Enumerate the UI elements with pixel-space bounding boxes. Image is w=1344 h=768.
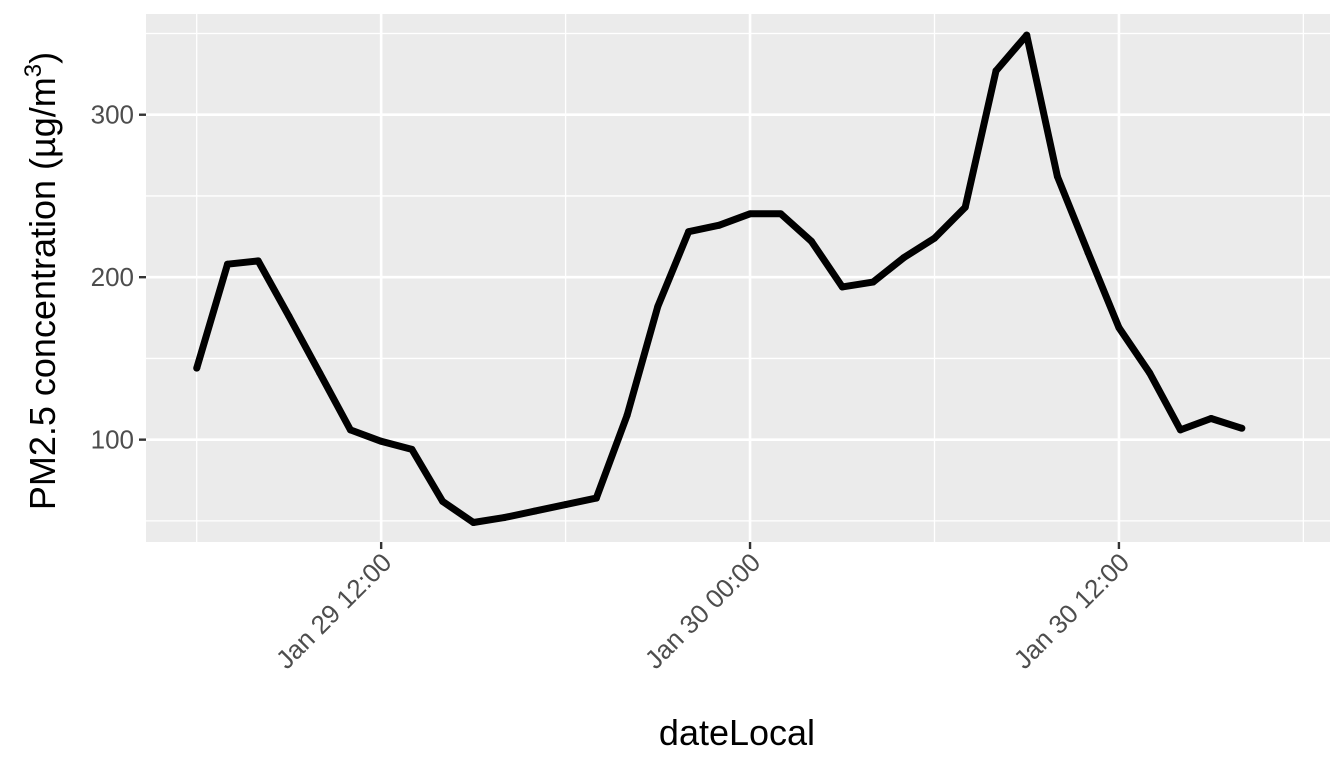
data-point bbox=[869, 278, 877, 286]
data-point bbox=[992, 67, 1000, 75]
y-axis-title-main: PM2.5 concentration (µg/m bbox=[22, 77, 63, 510]
data-point bbox=[808, 237, 816, 245]
data-point bbox=[316, 369, 324, 377]
data-point bbox=[930, 234, 938, 242]
data-point bbox=[777, 210, 785, 218]
minor-gridlines bbox=[146, 14, 1330, 542]
data-point bbox=[1238, 424, 1246, 432]
data-point bbox=[439, 497, 447, 505]
data-point bbox=[1115, 324, 1123, 332]
data-point bbox=[746, 210, 754, 218]
data-point bbox=[1207, 415, 1215, 423]
data-point bbox=[500, 514, 508, 522]
data-point bbox=[562, 501, 570, 509]
data-point bbox=[469, 519, 477, 527]
data-point bbox=[900, 254, 908, 262]
data-point bbox=[715, 221, 723, 229]
data-point bbox=[961, 203, 969, 211]
major-gridlines bbox=[146, 14, 1330, 542]
data-point bbox=[408, 445, 416, 453]
data-points bbox=[193, 31, 1246, 527]
data-point bbox=[377, 437, 385, 445]
data-point bbox=[838, 283, 846, 291]
data-point bbox=[285, 312, 293, 320]
data-point bbox=[623, 411, 631, 419]
y-axis-title: PM2.5 concentration (µg/m3) bbox=[20, 52, 63, 510]
data-point bbox=[592, 494, 600, 502]
data-point bbox=[223, 260, 231, 268]
y-tick-label: 200 bbox=[91, 262, 134, 292]
x-tick-label: Jan 30 00:00 bbox=[639, 547, 767, 675]
y-axis: 100 200 300 bbox=[91, 100, 146, 455]
data-point bbox=[1053, 172, 1061, 180]
x-axis: Jan 29 12:00 Jan 30 00:00 Jan 30 12:00 bbox=[270, 542, 1135, 675]
data-point bbox=[531, 507, 539, 515]
x-tick-label: Jan 30 12:00 bbox=[1008, 547, 1136, 675]
y-tick-label: 300 bbox=[91, 100, 134, 130]
data-point bbox=[1023, 31, 1031, 39]
x-tick-label: Jan 29 12:00 bbox=[270, 547, 398, 675]
x-axis-title: dateLocal bbox=[659, 712, 815, 753]
data-point bbox=[346, 426, 354, 434]
y-axis-title-superscript: 3 bbox=[20, 64, 47, 77]
data-point bbox=[685, 228, 693, 236]
data-point bbox=[254, 257, 262, 265]
data-point bbox=[193, 364, 201, 372]
y-tick-label: 100 bbox=[91, 425, 134, 455]
data-point bbox=[1084, 249, 1092, 257]
data-point bbox=[1176, 426, 1184, 434]
data-point bbox=[1146, 369, 1154, 377]
data-point bbox=[654, 302, 662, 310]
y-axis-title-close: ) bbox=[22, 52, 63, 64]
